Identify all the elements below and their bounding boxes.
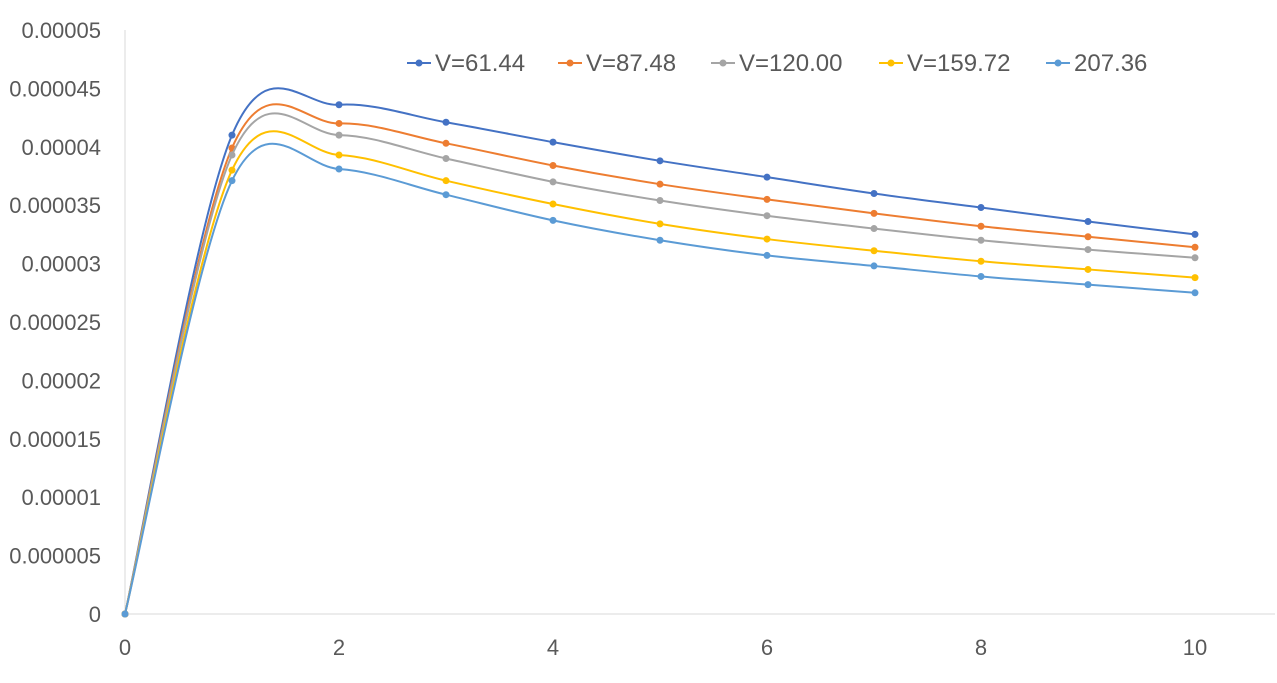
legend-marker: [887, 59, 895, 67]
x-tick-label: 4: [547, 635, 559, 660]
data-point: [656, 180, 664, 188]
data-point: [763, 173, 771, 181]
y-tick-label: 0.000005: [9, 544, 101, 569]
data-point: [228, 166, 236, 174]
data-point: [549, 178, 557, 186]
data-point: [442, 118, 450, 126]
data-point: [442, 177, 450, 185]
legend-item: V=61.44: [407, 50, 525, 77]
data-point: [335, 165, 343, 173]
data-point: [977, 236, 985, 244]
data-point: [335, 101, 343, 109]
y-tick-label: 0: [89, 602, 101, 627]
legend-label: V=120.00: [739, 50, 842, 77]
data-point: [763, 212, 771, 220]
data-point: [763, 251, 771, 259]
data-point: [1191, 289, 1199, 297]
series-line: [124, 87, 1196, 615]
series-line: [124, 103, 1196, 615]
y-tick-label: 0.00004: [21, 135, 101, 160]
series-4: [121, 130, 1199, 618]
y-tick-label: 0.000035: [9, 193, 101, 218]
data-point: [870, 247, 878, 255]
y-tick-labels: 0 0.000005 0.00001 0.000015 0.00002 0.000025 0…: [9, 18, 101, 627]
series-3: [121, 112, 1199, 618]
data-point: [228, 177, 236, 185]
data-point: [1084, 265, 1092, 273]
series-5: [121, 142, 1199, 618]
data-point: [1191, 243, 1199, 251]
x-tick-labels: 0 2 4 6 8 10: [119, 635, 1207, 660]
data-point: [442, 154, 450, 162]
data-point: [656, 157, 664, 165]
legend-label: 207.36: [1074, 50, 1147, 77]
data-point: [335, 119, 343, 127]
data-point: [1084, 233, 1092, 241]
data-point: [335, 131, 343, 139]
y-tick-label: 0.00005: [21, 18, 101, 43]
legend-item: V=159.72: [879, 50, 1010, 77]
data-point: [977, 257, 985, 265]
data-point: [977, 272, 985, 280]
series-lines: [121, 87, 1199, 618]
y-tick-label: 0.000025: [9, 310, 101, 335]
data-point: [870, 225, 878, 233]
legend-marker: [719, 59, 727, 67]
data-point: [228, 151, 236, 159]
data-point: [870, 209, 878, 217]
data-point: [549, 138, 557, 146]
data-point: [121, 610, 129, 618]
data-point: [1191, 254, 1199, 262]
y-tick-label: 0.00001: [21, 485, 101, 510]
data-point: [656, 197, 664, 205]
legend-marker: [415, 59, 423, 67]
data-point: [870, 190, 878, 198]
x-tick-label: 0: [119, 635, 131, 660]
data-point: [442, 191, 450, 199]
data-point: [870, 262, 878, 270]
data-point: [335, 151, 343, 159]
data-point: [977, 204, 985, 212]
series-1: [121, 87, 1199, 618]
legend-label: V=159.72: [907, 50, 1010, 77]
legend: V=61.44 V=87.48 V=120.00 V=159.72 207.36: [407, 50, 1147, 77]
data-point: [549, 161, 557, 169]
data-point: [549, 216, 557, 224]
data-point: [1084, 246, 1092, 254]
x-tick-label: 10: [1183, 635, 1207, 660]
data-point: [549, 200, 557, 208]
legend-label: V=87.48: [586, 50, 676, 77]
data-point: [763, 195, 771, 203]
legend-item: V=120.00: [711, 50, 842, 77]
legend-item: V=87.48: [558, 50, 676, 77]
legend-marker: [1054, 59, 1062, 67]
legend-label: V=61.44: [435, 50, 525, 77]
legend-item: 207.36: [1046, 50, 1147, 77]
y-tick-label: 0.00002: [21, 368, 101, 393]
series-2: [121, 103, 1199, 618]
data-point: [1084, 281, 1092, 289]
x-tick-label: 8: [975, 635, 987, 660]
data-point: [656, 220, 664, 228]
series-line: [124, 112, 1196, 615]
data-point: [1191, 230, 1199, 238]
y-tick-label: 0.00003: [21, 252, 101, 277]
data-point: [977, 222, 985, 230]
data-point: [442, 139, 450, 147]
data-point: [1084, 218, 1092, 226]
y-tick-label: 0.000045: [9, 76, 101, 101]
data-point: [228, 131, 236, 139]
x-tick-label: 6: [761, 635, 773, 660]
legend-marker: [566, 59, 574, 67]
data-point: [763, 235, 771, 243]
data-point: [656, 236, 664, 244]
data-point: [1191, 274, 1199, 282]
x-tick-label: 2: [333, 635, 345, 660]
y-tick-label: 0.000015: [9, 427, 101, 452]
